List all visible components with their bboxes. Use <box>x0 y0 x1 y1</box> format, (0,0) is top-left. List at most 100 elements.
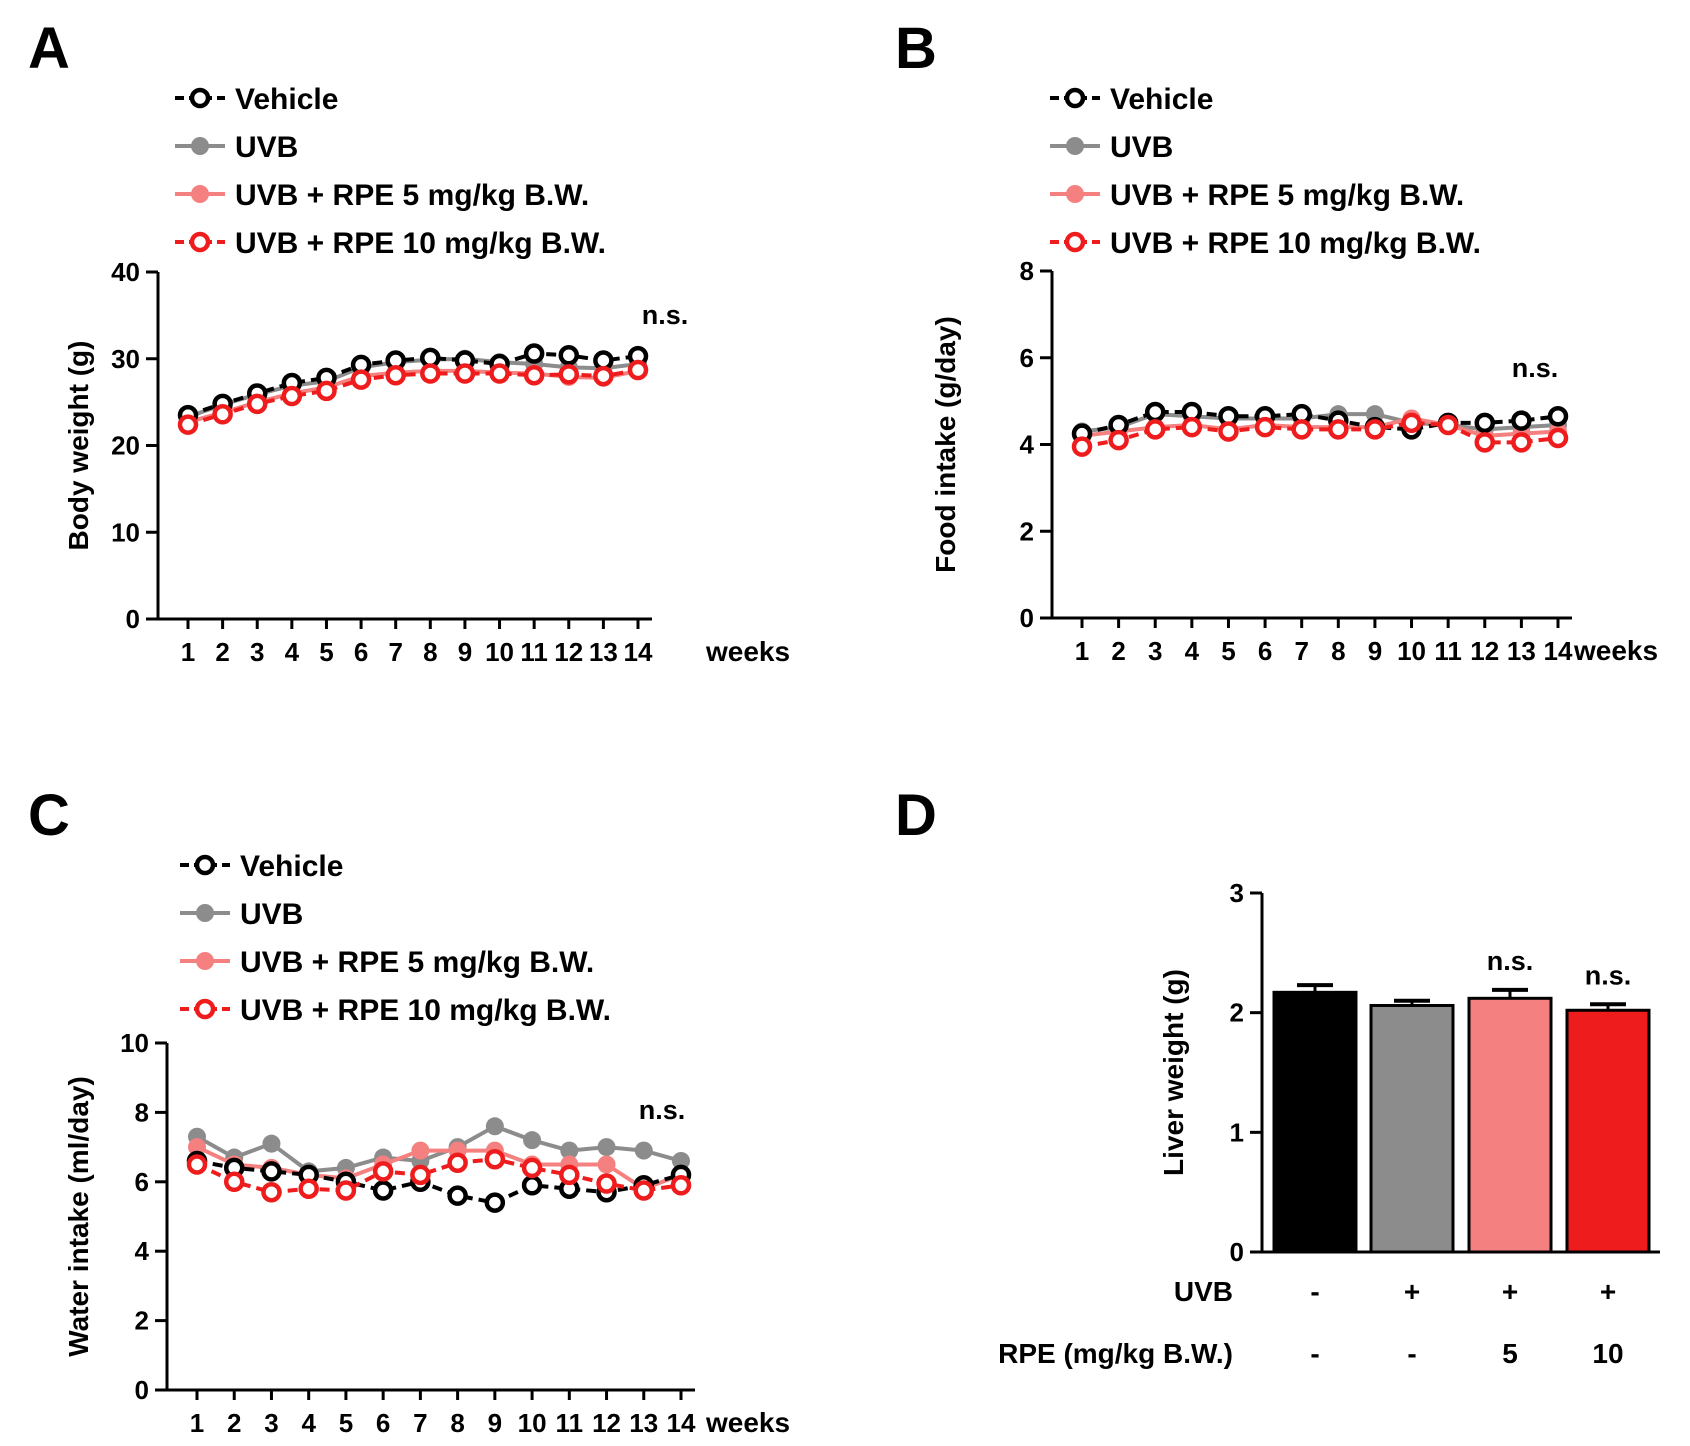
data-point <box>1328 419 1349 440</box>
x-tick-label: 14 <box>624 637 653 667</box>
legend-marker <box>196 952 214 970</box>
x-axis-unit: weeks <box>705 636 790 667</box>
x-tick-label: 3 <box>1148 636 1162 666</box>
data-point <box>484 1148 506 1170</box>
legend-marker <box>194 998 216 1020</box>
data-point <box>212 404 233 425</box>
condition-row-label: RPE (mg/kg B.W.) <box>998 1338 1233 1369</box>
panel-letter-d: D <box>895 783 937 848</box>
data-point <box>447 1152 468 1173</box>
x-tick-label: 4 <box>1185 636 1200 666</box>
ns-annotation: n.s. <box>639 1095 686 1125</box>
data-point <box>1547 427 1569 449</box>
legend-marker <box>1064 87 1086 109</box>
data-point <box>1144 419 1166 440</box>
y-tick-label: 0 <box>135 1375 149 1405</box>
data-point <box>335 1180 357 1201</box>
condition-value: - <box>1310 1338 1319 1369</box>
legend-label: UVB + RPE 10 mg/kg B.W. <box>235 227 606 260</box>
data-point <box>485 1117 504 1136</box>
legend-label: Vehicle <box>235 83 338 116</box>
data-point <box>596 1173 617 1194</box>
legend-label: UVB <box>1110 131 1173 164</box>
legend-label: Vehicle <box>1110 83 1213 116</box>
data-point <box>1474 432 1496 453</box>
ns-annotation: n.s. <box>642 300 689 330</box>
x-axis-unit: weeks <box>705 1407 790 1438</box>
legend-label: UVB + RPE 10 mg/kg B.W. <box>240 994 611 1027</box>
bar-uvb-rpe-10-mg-kg-b-w- <box>1565 1008 1651 1254</box>
data-point <box>372 1180 394 1201</box>
ns-annotation: n.s. <box>1512 353 1559 383</box>
y-tick-label: 3 <box>1230 878 1244 908</box>
y-tick-label: 30 <box>111 344 140 374</box>
data-point <box>670 1175 692 1196</box>
data-point <box>560 1141 579 1160</box>
data-point <box>261 1161 282 1182</box>
x-tick-label: 6 <box>354 637 368 667</box>
condition-value: 10 <box>1592 1338 1623 1369</box>
y-tick-label: 8 <box>135 1097 149 1127</box>
legend-label: UVB <box>235 131 298 164</box>
y-tick-label: 6 <box>135 1167 149 1197</box>
x-tick-label: 12 <box>1470 636 1499 666</box>
panel-letter-c: C <box>28 783 70 848</box>
data-point <box>523 364 545 386</box>
series-uvb-rpe-10-mg-kg-b-w- <box>177 359 649 435</box>
x-tick-label: 12 <box>554 637 583 667</box>
data-point <box>489 363 510 384</box>
data-point <box>558 345 580 366</box>
legend-label: UVB + RPE 5 mg/kg B.W. <box>240 946 594 979</box>
y-tick-label: 10 <box>120 1028 149 1058</box>
data-point <box>410 1164 431 1186</box>
x-tick-label: 6 <box>376 1408 390 1438</box>
x-tick-label: 2 <box>227 1408 241 1438</box>
data-point <box>385 364 406 386</box>
y-tick-label: 4 <box>135 1236 150 1266</box>
x-tick-label: 7 <box>1294 636 1308 666</box>
x-tick-label: 13 <box>629 1408 658 1438</box>
condition-value: 5 <box>1502 1338 1518 1369</box>
x-tick-label: 1 <box>190 1408 204 1438</box>
data-point <box>1547 406 1569 427</box>
x-tick-label: 6 <box>1258 636 1272 666</box>
bar-uvb <box>1369 1003 1455 1254</box>
legend-label: Vehicle <box>240 850 343 883</box>
x-tick-label: 3 <box>250 637 264 667</box>
legend-marker <box>189 87 211 109</box>
data-point <box>521 1175 543 1196</box>
data-point <box>447 1185 468 1206</box>
series-uvb-rpe-10-mg-kg-b-w- <box>186 1148 692 1203</box>
data-point <box>188 1138 206 1157</box>
x-tick-label: 1 <box>181 637 195 667</box>
data-point <box>350 369 372 390</box>
data-point <box>372 1161 394 1182</box>
data-point <box>558 364 580 385</box>
x-tick-label: 11 <box>520 637 548 667</box>
data-point <box>261 1181 282 1203</box>
legend-marker <box>189 231 211 253</box>
data-point <box>1437 414 1459 436</box>
legend-marker <box>1066 137 1084 155</box>
condition-value: - <box>1407 1338 1416 1369</box>
legend-marker <box>1064 231 1086 253</box>
x-tick-label: 5 <box>339 1408 353 1438</box>
data-point <box>597 1155 616 1174</box>
data-point <box>634 1141 653 1160</box>
legend-marker <box>196 904 214 922</box>
data-point <box>186 1154 208 1175</box>
x-tick-label: 8 <box>1331 636 1345 666</box>
data-point <box>672 1151 690 1170</box>
x-tick-label: 10 <box>1397 636 1426 666</box>
y-tick-label: 8 <box>1020 256 1034 286</box>
series-line <box>187 368 639 427</box>
data-point <box>593 365 614 387</box>
data-point <box>420 363 441 384</box>
data-point <box>1511 410 1532 431</box>
data-point <box>633 1180 655 1201</box>
data-point <box>1511 432 1532 453</box>
series-vehicle <box>177 343 649 426</box>
condition-row-label: UVB <box>1174 1276 1233 1307</box>
y-tick-label: 6 <box>1020 343 1034 373</box>
